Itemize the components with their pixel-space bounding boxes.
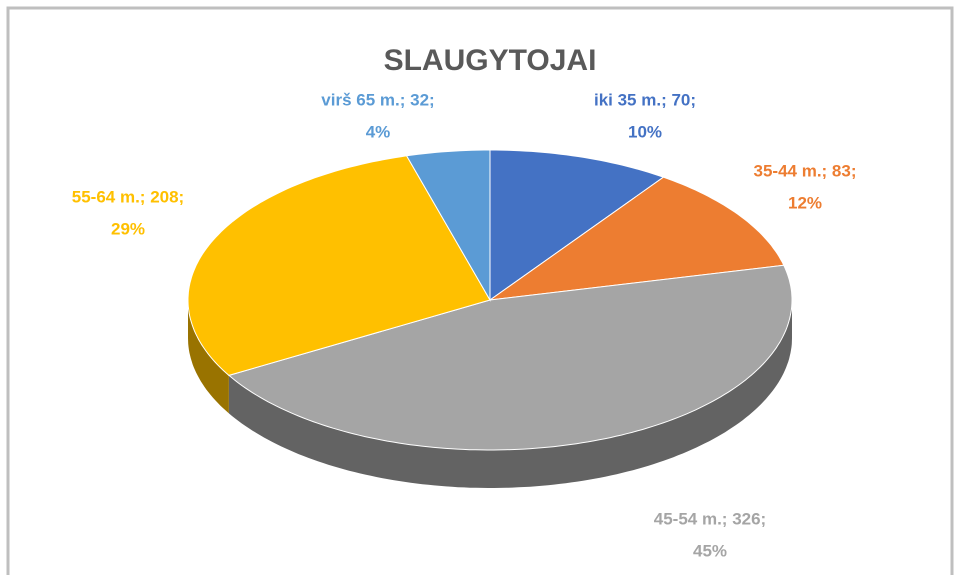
slice: [405, 149, 491, 302]
slice-side: [228, 300, 792, 488]
data-label: 35-44 m.; 83;: [754, 161, 857, 180]
slice: [489, 176, 785, 301]
slice: [187, 155, 491, 376]
data-label-percent: 4%: [366, 122, 391, 141]
slice: [489, 149, 665, 301]
data-label: virš 65 m.; 32;: [321, 90, 434, 109]
chart-title: SLAUGYTOJAI: [384, 44, 597, 77]
data-label-percent: 45%: [693, 541, 727, 560]
data-label-percent: 10%: [628, 122, 662, 141]
slice: [227, 264, 793, 451]
data-label-percent: 12%: [788, 193, 822, 212]
data-label-percent: 29%: [111, 219, 145, 238]
data-label: 55-64 m.; 208;: [72, 187, 184, 206]
slice-side: [188, 300, 229, 414]
frame: [6, 6, 954, 575]
data-label: iki 35 m.; 70;: [594, 90, 696, 109]
data-label: 45-54 m.; 326;: [654, 509, 766, 528]
